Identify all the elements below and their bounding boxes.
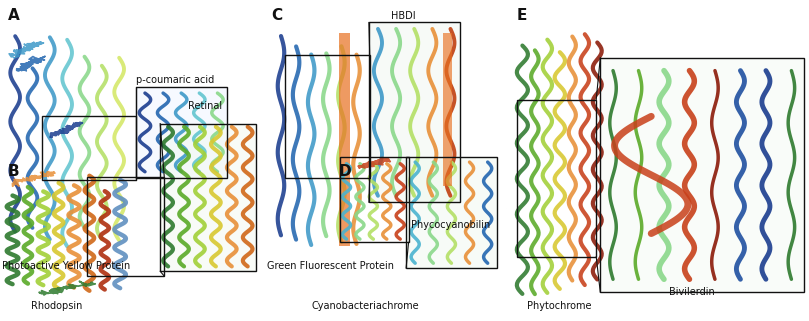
Text: Phytochrome: Phytochrome	[527, 301, 592, 311]
Bar	[369, 22, 460, 202]
Bar	[136, 87, 227, 178]
Text: Retinal: Retinal	[188, 101, 222, 111]
Text: Rhodopsin: Rhodopsin	[31, 301, 83, 311]
Text: p-coumaric acid: p-coumaric acid	[136, 75, 214, 85]
Text: A: A	[8, 8, 20, 23]
Bar	[136, 87, 227, 178]
Bar	[339, 33, 350, 246]
Text: C: C	[271, 8, 282, 23]
Bar	[160, 124, 256, 271]
Text: Bivilerdin: Bivilerdin	[669, 287, 714, 297]
Bar	[42, 116, 136, 180]
Text: Phycocyanobilin: Phycocyanobilin	[411, 220, 490, 230]
Text: HBDI: HBDI	[391, 11, 415, 21]
Bar	[87, 177, 164, 276]
Text: B: B	[8, 164, 19, 179]
Bar	[600, 58, 804, 292]
Bar	[517, 100, 596, 257]
Text: Cyanobacteriachrome: Cyanobacteriachrome	[311, 301, 419, 311]
Bar	[406, 157, 497, 268]
Bar	[285, 55, 370, 178]
Bar	[443, 33, 452, 186]
Bar	[160, 124, 256, 271]
Bar	[340, 157, 409, 242]
Bar	[406, 157, 497, 268]
Bar	[369, 22, 460, 202]
Bar	[600, 58, 804, 292]
Text: Photoactive Yellow Protein: Photoactive Yellow Protein	[2, 261, 130, 271]
Text: D: D	[338, 164, 351, 179]
Text: E: E	[516, 8, 527, 23]
Text: Green Fluorescent Protein: Green Fluorescent Protein	[267, 261, 394, 271]
